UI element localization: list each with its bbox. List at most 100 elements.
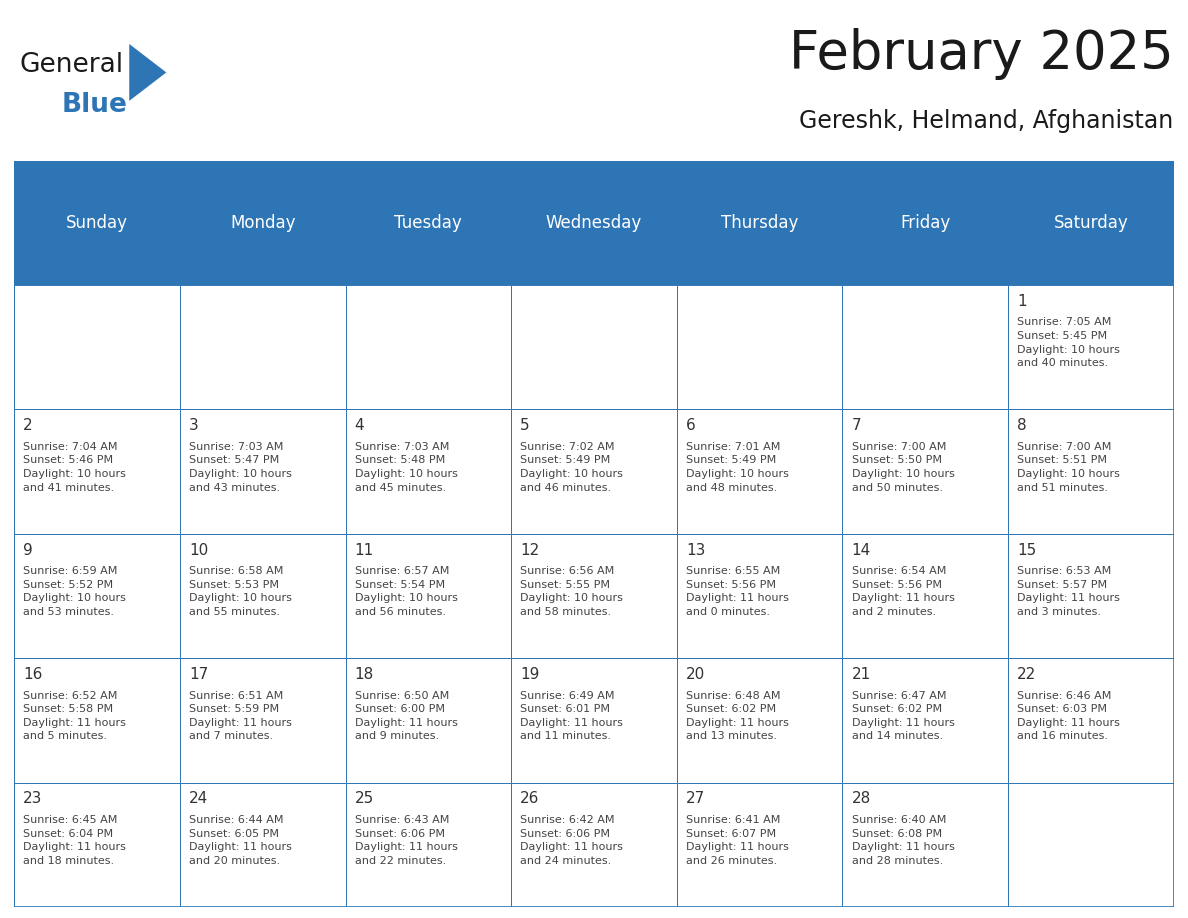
Text: Thursday: Thursday xyxy=(721,214,798,232)
Text: Sunrise: 6:43 AM
Sunset: 6:06 PM
Daylight: 11 hours
and 22 minutes.: Sunrise: 6:43 AM Sunset: 6:06 PM Dayligh… xyxy=(355,815,457,866)
Text: Sunrise: 6:44 AM
Sunset: 6:05 PM
Daylight: 11 hours
and 20 minutes.: Sunrise: 6:44 AM Sunset: 6:05 PM Dayligh… xyxy=(189,815,292,866)
Bar xyxy=(677,658,842,782)
Text: 8: 8 xyxy=(1017,418,1026,433)
Bar xyxy=(511,658,677,782)
Text: General: General xyxy=(20,52,124,78)
Text: Sunrise: 6:45 AM
Sunset: 6:04 PM
Daylight: 11 hours
and 18 minutes.: Sunrise: 6:45 AM Sunset: 6:04 PM Dayligh… xyxy=(24,815,126,866)
Text: 25: 25 xyxy=(355,791,374,806)
Text: Gereshk, Helmand, Afghanistan: Gereshk, Helmand, Afghanistan xyxy=(800,109,1174,133)
Bar xyxy=(842,782,1009,907)
Text: Sunrise: 7:01 AM
Sunset: 5:49 PM
Daylight: 10 hours
and 48 minutes.: Sunrise: 7:01 AM Sunset: 5:49 PM Dayligh… xyxy=(685,442,789,493)
Bar xyxy=(677,409,842,534)
Text: Sunday: Sunday xyxy=(67,214,128,232)
Text: Monday: Monday xyxy=(230,214,296,232)
Text: 14: 14 xyxy=(852,543,871,557)
Bar xyxy=(677,285,842,409)
Text: Sunrise: 7:04 AM
Sunset: 5:46 PM
Daylight: 10 hours
and 41 minutes.: Sunrise: 7:04 AM Sunset: 5:46 PM Dayligh… xyxy=(24,442,126,493)
Bar xyxy=(179,533,346,658)
Text: 11: 11 xyxy=(355,543,374,557)
Text: 2: 2 xyxy=(24,418,33,433)
Bar xyxy=(511,782,677,907)
Bar xyxy=(346,658,511,782)
Text: 28: 28 xyxy=(852,791,871,806)
Text: 22: 22 xyxy=(1017,666,1036,682)
Text: 7: 7 xyxy=(852,418,861,433)
Text: 17: 17 xyxy=(189,666,208,682)
Bar xyxy=(346,782,511,907)
Bar xyxy=(842,285,1009,409)
Text: Sunrise: 6:41 AM
Sunset: 6:07 PM
Daylight: 11 hours
and 26 minutes.: Sunrise: 6:41 AM Sunset: 6:07 PM Dayligh… xyxy=(685,815,789,866)
Bar xyxy=(677,533,842,658)
Text: Sunrise: 6:47 AM
Sunset: 6:02 PM
Daylight: 11 hours
and 14 minutes.: Sunrise: 6:47 AM Sunset: 6:02 PM Dayligh… xyxy=(852,690,954,742)
Bar xyxy=(346,285,511,409)
Text: Sunrise: 6:42 AM
Sunset: 6:06 PM
Daylight: 11 hours
and 24 minutes.: Sunrise: 6:42 AM Sunset: 6:06 PM Dayligh… xyxy=(520,815,624,866)
Text: 23: 23 xyxy=(24,791,43,806)
Text: Sunrise: 6:40 AM
Sunset: 6:08 PM
Daylight: 11 hours
and 28 minutes.: Sunrise: 6:40 AM Sunset: 6:08 PM Dayligh… xyxy=(852,815,954,866)
Bar xyxy=(1009,285,1174,409)
Bar xyxy=(14,161,1174,285)
Bar xyxy=(1009,782,1174,907)
Bar xyxy=(179,782,346,907)
Text: 24: 24 xyxy=(189,791,208,806)
Bar xyxy=(1009,658,1174,782)
Bar xyxy=(511,409,677,534)
Text: Sunrise: 7:00 AM
Sunset: 5:50 PM
Daylight: 10 hours
and 50 minutes.: Sunrise: 7:00 AM Sunset: 5:50 PM Dayligh… xyxy=(852,442,954,493)
Text: 12: 12 xyxy=(520,543,539,557)
Text: 6: 6 xyxy=(685,418,696,433)
Bar xyxy=(346,409,511,534)
Text: 16: 16 xyxy=(24,666,43,682)
Text: 20: 20 xyxy=(685,666,706,682)
Text: Sunrise: 6:50 AM
Sunset: 6:00 PM
Daylight: 11 hours
and 9 minutes.: Sunrise: 6:50 AM Sunset: 6:00 PM Dayligh… xyxy=(355,690,457,742)
Text: Sunrise: 6:56 AM
Sunset: 5:55 PM
Daylight: 10 hours
and 58 minutes.: Sunrise: 6:56 AM Sunset: 5:55 PM Dayligh… xyxy=(520,566,624,617)
Bar xyxy=(14,409,179,534)
Text: Sunrise: 6:52 AM
Sunset: 5:58 PM
Daylight: 11 hours
and 5 minutes.: Sunrise: 6:52 AM Sunset: 5:58 PM Dayligh… xyxy=(24,690,126,742)
Text: Sunrise: 6:53 AM
Sunset: 5:57 PM
Daylight: 11 hours
and 3 minutes.: Sunrise: 6:53 AM Sunset: 5:57 PM Dayligh… xyxy=(1017,566,1120,617)
Text: Sunrise: 6:55 AM
Sunset: 5:56 PM
Daylight: 11 hours
and 0 minutes.: Sunrise: 6:55 AM Sunset: 5:56 PM Dayligh… xyxy=(685,566,789,617)
Bar xyxy=(14,658,179,782)
Text: 18: 18 xyxy=(355,666,374,682)
Text: 1: 1 xyxy=(1017,294,1026,308)
Text: Sunrise: 6:48 AM
Sunset: 6:02 PM
Daylight: 11 hours
and 13 minutes.: Sunrise: 6:48 AM Sunset: 6:02 PM Dayligh… xyxy=(685,690,789,742)
Text: 3: 3 xyxy=(189,418,198,433)
Bar xyxy=(179,285,346,409)
Text: Wednesday: Wednesday xyxy=(545,214,643,232)
Text: 26: 26 xyxy=(520,791,539,806)
Bar xyxy=(14,533,179,658)
Text: 27: 27 xyxy=(685,791,706,806)
Text: Sunrise: 6:59 AM
Sunset: 5:52 PM
Daylight: 10 hours
and 53 minutes.: Sunrise: 6:59 AM Sunset: 5:52 PM Dayligh… xyxy=(24,566,126,617)
Text: Sunrise: 6:46 AM
Sunset: 6:03 PM
Daylight: 11 hours
and 16 minutes.: Sunrise: 6:46 AM Sunset: 6:03 PM Dayligh… xyxy=(1017,690,1120,742)
Text: 21: 21 xyxy=(852,666,871,682)
Bar xyxy=(1009,409,1174,534)
Text: Friday: Friday xyxy=(901,214,950,232)
Text: Sunrise: 6:58 AM
Sunset: 5:53 PM
Daylight: 10 hours
and 55 minutes.: Sunrise: 6:58 AM Sunset: 5:53 PM Dayligh… xyxy=(189,566,292,617)
Bar xyxy=(346,533,511,658)
Text: Sunrise: 6:54 AM
Sunset: 5:56 PM
Daylight: 11 hours
and 2 minutes.: Sunrise: 6:54 AM Sunset: 5:56 PM Dayligh… xyxy=(852,566,954,617)
Text: February 2025: February 2025 xyxy=(789,28,1174,80)
Text: Tuesday: Tuesday xyxy=(394,214,462,232)
Bar xyxy=(14,285,179,409)
Bar xyxy=(842,533,1009,658)
Text: 5: 5 xyxy=(520,418,530,433)
Text: Blue: Blue xyxy=(62,92,127,118)
Text: 4: 4 xyxy=(355,418,365,433)
Text: 10: 10 xyxy=(189,543,208,557)
Text: Sunrise: 6:51 AM
Sunset: 5:59 PM
Daylight: 11 hours
and 7 minutes.: Sunrise: 6:51 AM Sunset: 5:59 PM Dayligh… xyxy=(189,690,292,742)
Bar xyxy=(179,409,346,534)
Bar xyxy=(14,782,179,907)
Text: Sunrise: 7:02 AM
Sunset: 5:49 PM
Daylight: 10 hours
and 46 minutes.: Sunrise: 7:02 AM Sunset: 5:49 PM Dayligh… xyxy=(520,442,624,493)
Text: Sunrise: 6:49 AM
Sunset: 6:01 PM
Daylight: 11 hours
and 11 minutes.: Sunrise: 6:49 AM Sunset: 6:01 PM Dayligh… xyxy=(520,690,624,742)
Bar xyxy=(677,782,842,907)
Bar xyxy=(1009,533,1174,658)
Text: 19: 19 xyxy=(520,666,539,682)
Text: Saturday: Saturday xyxy=(1054,214,1129,232)
Bar xyxy=(842,658,1009,782)
Bar xyxy=(511,285,677,409)
Text: Sunrise: 7:05 AM
Sunset: 5:45 PM
Daylight: 10 hours
and 40 minutes.: Sunrise: 7:05 AM Sunset: 5:45 PM Dayligh… xyxy=(1017,318,1120,368)
Text: Sunrise: 7:00 AM
Sunset: 5:51 PM
Daylight: 10 hours
and 51 minutes.: Sunrise: 7:00 AM Sunset: 5:51 PM Dayligh… xyxy=(1017,442,1120,493)
Bar xyxy=(842,409,1009,534)
Text: 13: 13 xyxy=(685,543,706,557)
Text: Sunrise: 6:57 AM
Sunset: 5:54 PM
Daylight: 10 hours
and 56 minutes.: Sunrise: 6:57 AM Sunset: 5:54 PM Dayligh… xyxy=(355,566,457,617)
Text: 15: 15 xyxy=(1017,543,1036,557)
Bar xyxy=(511,533,677,658)
Bar xyxy=(179,658,346,782)
